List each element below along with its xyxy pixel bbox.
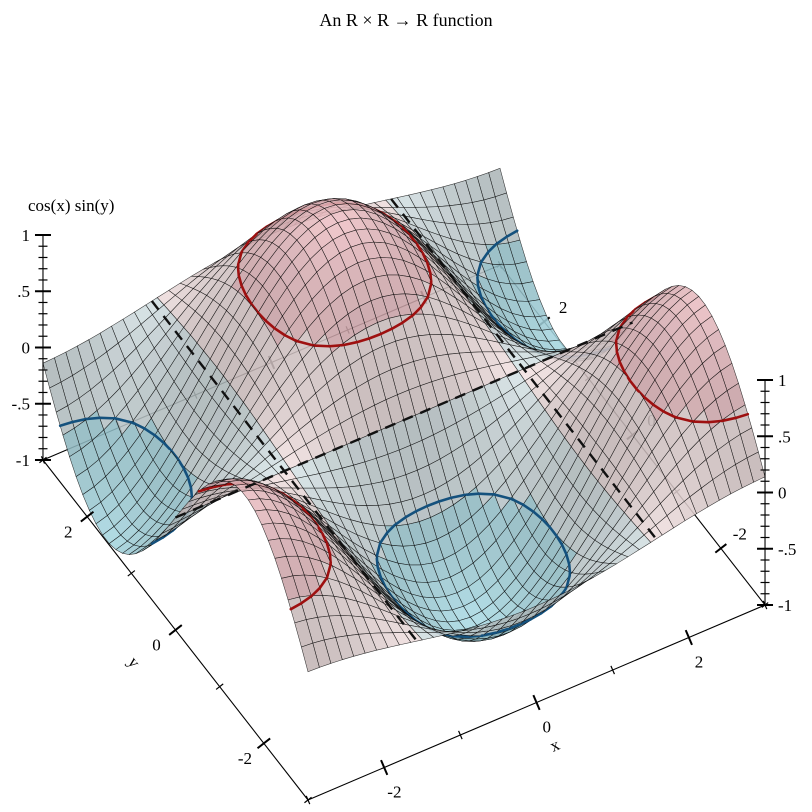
svg-text:1: 1 — [21, 226, 30, 245]
svg-text:-2: -2 — [733, 525, 747, 544]
svg-text:0: 0 — [21, 338, 30, 357]
svg-text:0: 0 — [542, 717, 551, 736]
svg-text:-2: -2 — [238, 749, 252, 768]
svg-text:.5: .5 — [17, 282, 30, 301]
z-axis-label: cos(x) sin(y) — [28, 196, 115, 215]
x-axis-name: x — [547, 735, 563, 756]
y-axis-name: y — [124, 653, 145, 672]
svg-text:-.5: -.5 — [12, 395, 30, 414]
zero-contour-dashed — [150, 198, 658, 642]
svg-text:2: 2 — [64, 522, 73, 541]
svg-text:1: 1 — [778, 371, 787, 390]
front-axes: 2 0 -2 y -2 0 2 x 1 .5 0 -.5 -1 1 .5 0 -.5 -1 — [12, 226, 796, 805]
svg-text:-.5: -.5 — [778, 540, 796, 559]
svg-text:2: 2 — [695, 652, 704, 671]
svg-text:0: 0 — [778, 484, 787, 503]
svg-text:-1: -1 — [16, 451, 30, 470]
svg-text:0: 0 — [152, 636, 161, 655]
svg-text:-1: -1 — [778, 596, 792, 615]
svg-text:2: 2 — [559, 298, 568, 317]
plot-title: An R × R → R function — [319, 10, 493, 30]
svg-text:-2: -2 — [387, 782, 401, 801]
svg-text:.5: .5 — [778, 427, 791, 446]
